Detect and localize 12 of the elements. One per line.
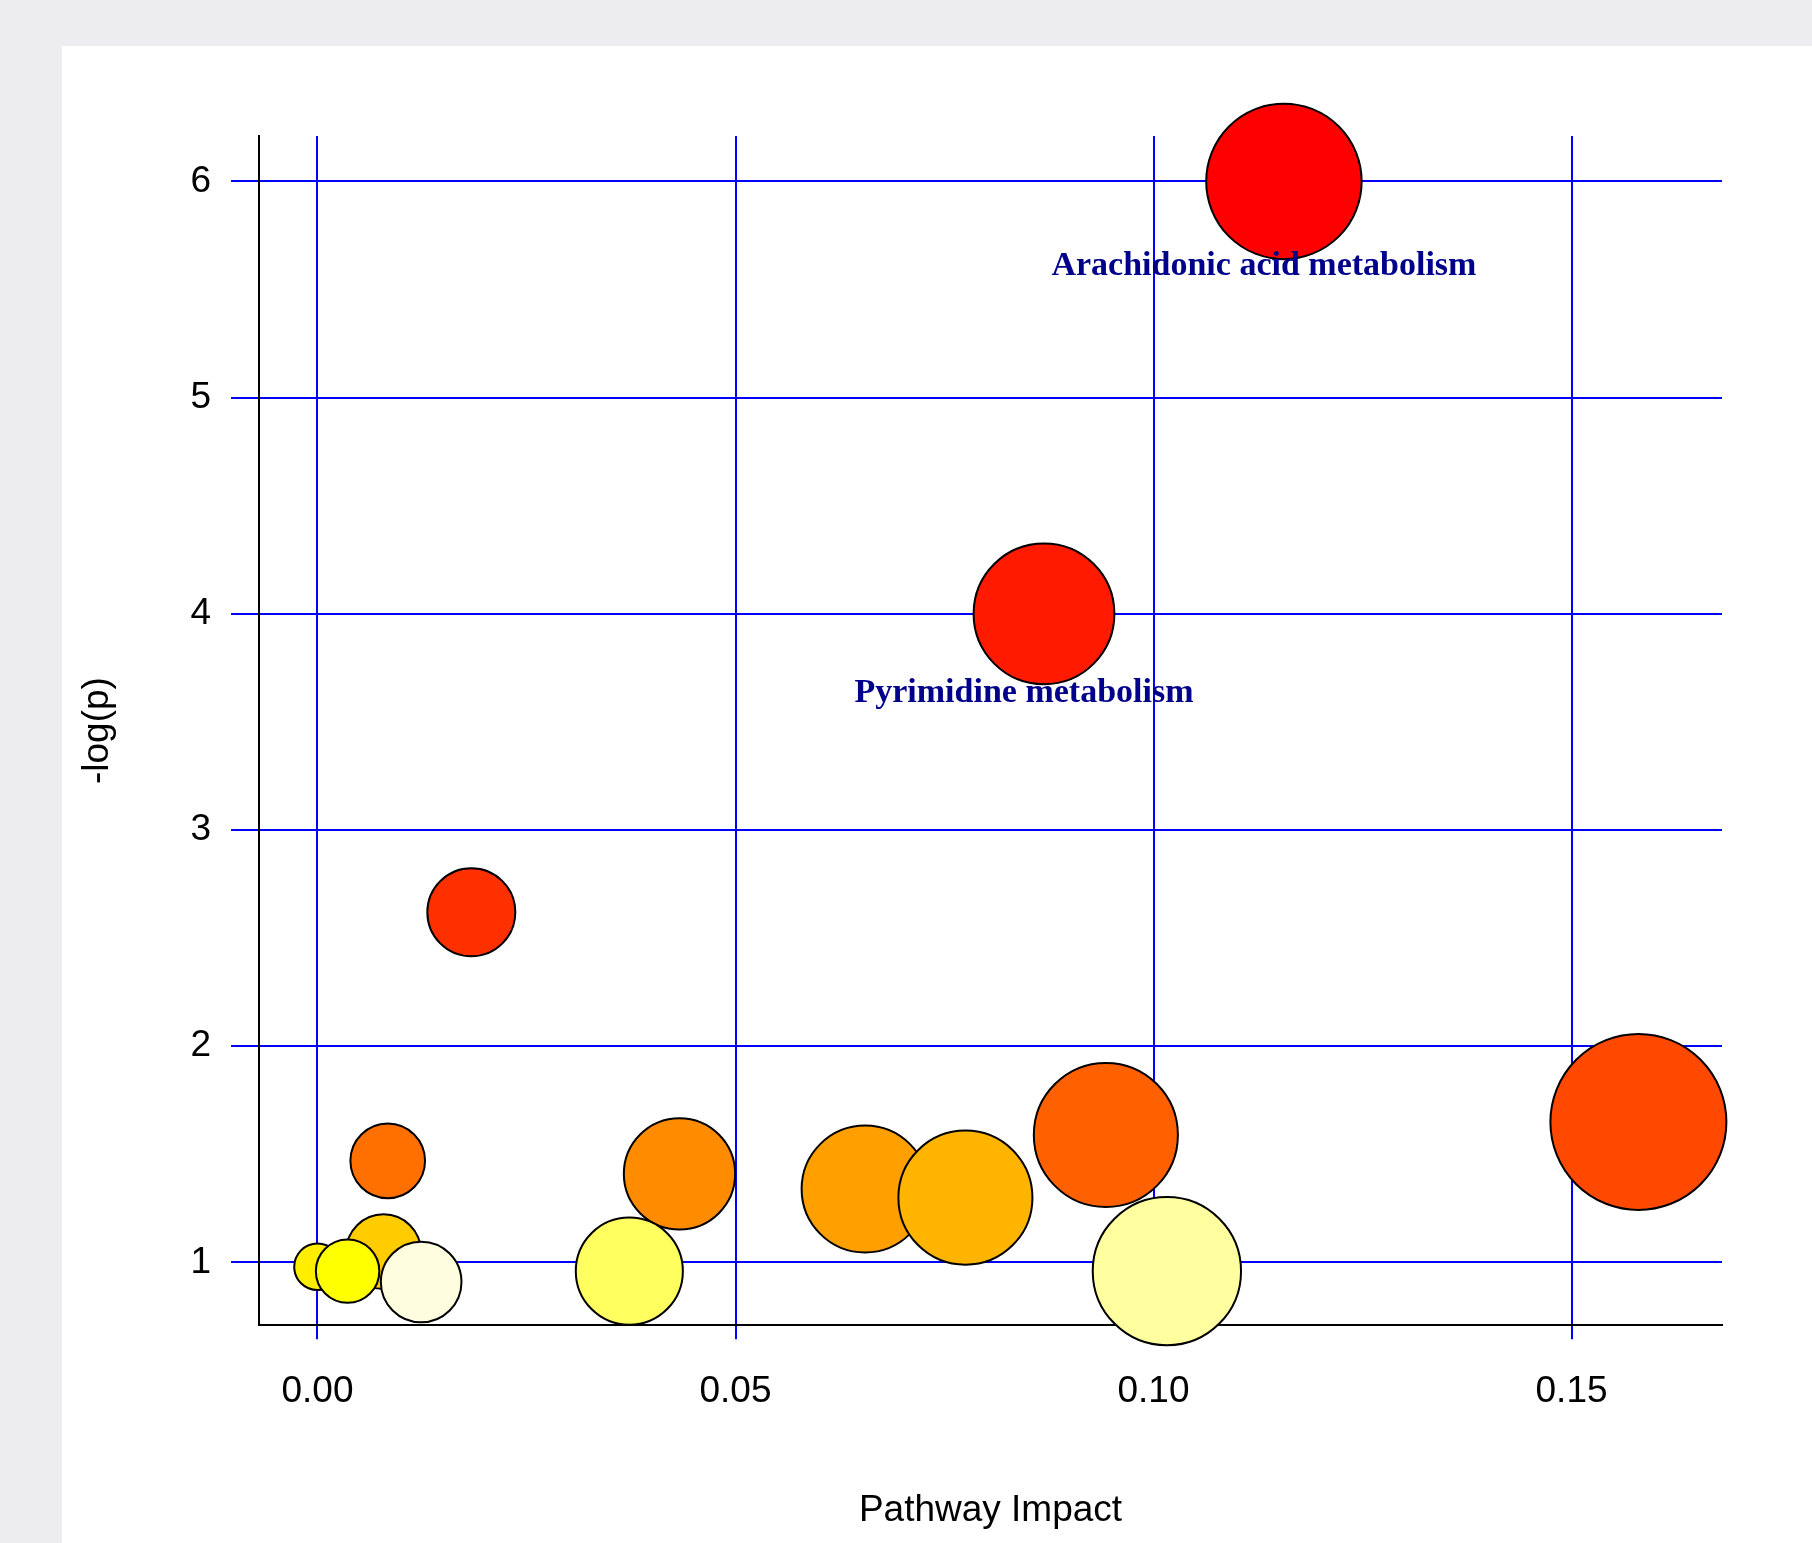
y-axis-title: -log(p) [75,677,117,785]
x-axis-title: Pathway Impact [858,1488,1123,1529]
x-tick-label: 0.00 [281,1368,354,1410]
y-tick-label: 6 [190,158,211,200]
x-tick-label: 0.15 [1535,1368,1608,1410]
x-tick-label: 0.05 [699,1368,772,1410]
y-tick-label: 3 [190,807,211,849]
y-tick-label: 2 [190,1023,211,1065]
x-tick-label: 0.10 [1117,1368,1190,1410]
y-tick-label: 5 [190,374,211,416]
y-tick-label: 4 [190,591,211,633]
y-tick-label: 1 [190,1239,211,1281]
